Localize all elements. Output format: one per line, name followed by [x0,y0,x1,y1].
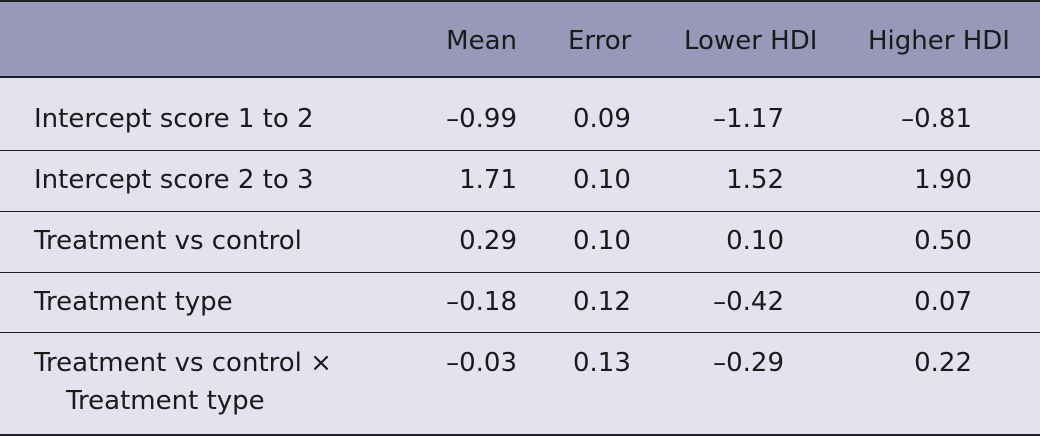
cell-mean: –0.18 [446,287,517,317]
cell-error: 0.12 [573,287,631,317]
row-label: Treatment vs control [34,226,302,256]
table-header: Mean Error Lower HDI Higher HDI [0,2,1040,78]
row-label: Intercept score 2 to 3 [34,165,314,195]
header-error: Error [568,26,632,56]
cell-mean: 1.71 [459,165,517,195]
row-divider [0,272,1040,273]
cell-higher-hdi: 1.90 [914,165,972,195]
row-label: Intercept score 1 to 2 [34,104,314,134]
cell-higher-hdi: 0.50 [914,226,972,256]
cell-error: 0.10 [573,165,631,195]
cell-higher-hdi: –0.81 [901,104,972,134]
cell-mean: 0.29 [459,226,517,256]
cell-error: 0.10 [573,226,631,256]
cell-error: 0.09 [573,104,631,134]
row-divider [0,211,1040,212]
header-lower-hdi: Lower HDI [684,26,818,56]
header-higher-hdi: Higher HDI [868,26,1010,56]
cell-lower-hdi: 1.52 [726,165,784,195]
cell-lower-hdi: 0.10 [726,226,784,256]
cell-lower-hdi: –0.42 [713,287,784,317]
cell-higher-hdi: 0.07 [914,287,972,317]
cell-mean: –0.99 [446,104,517,134]
cell-lower-hdi: –1.17 [713,104,784,134]
cell-lower-hdi: –0.29 [713,348,784,378]
row-label-continued: Treatment type [66,386,265,416]
cell-error: 0.13 [573,348,631,378]
row-label: Treatment type [34,287,233,317]
cell-higher-hdi: 0.22 [914,348,972,378]
cell-mean: –0.03 [446,348,517,378]
row-divider [0,150,1040,151]
row-label: Treatment vs control × [34,348,332,378]
row-divider [0,332,1040,333]
header-mean: Mean [446,26,517,56]
